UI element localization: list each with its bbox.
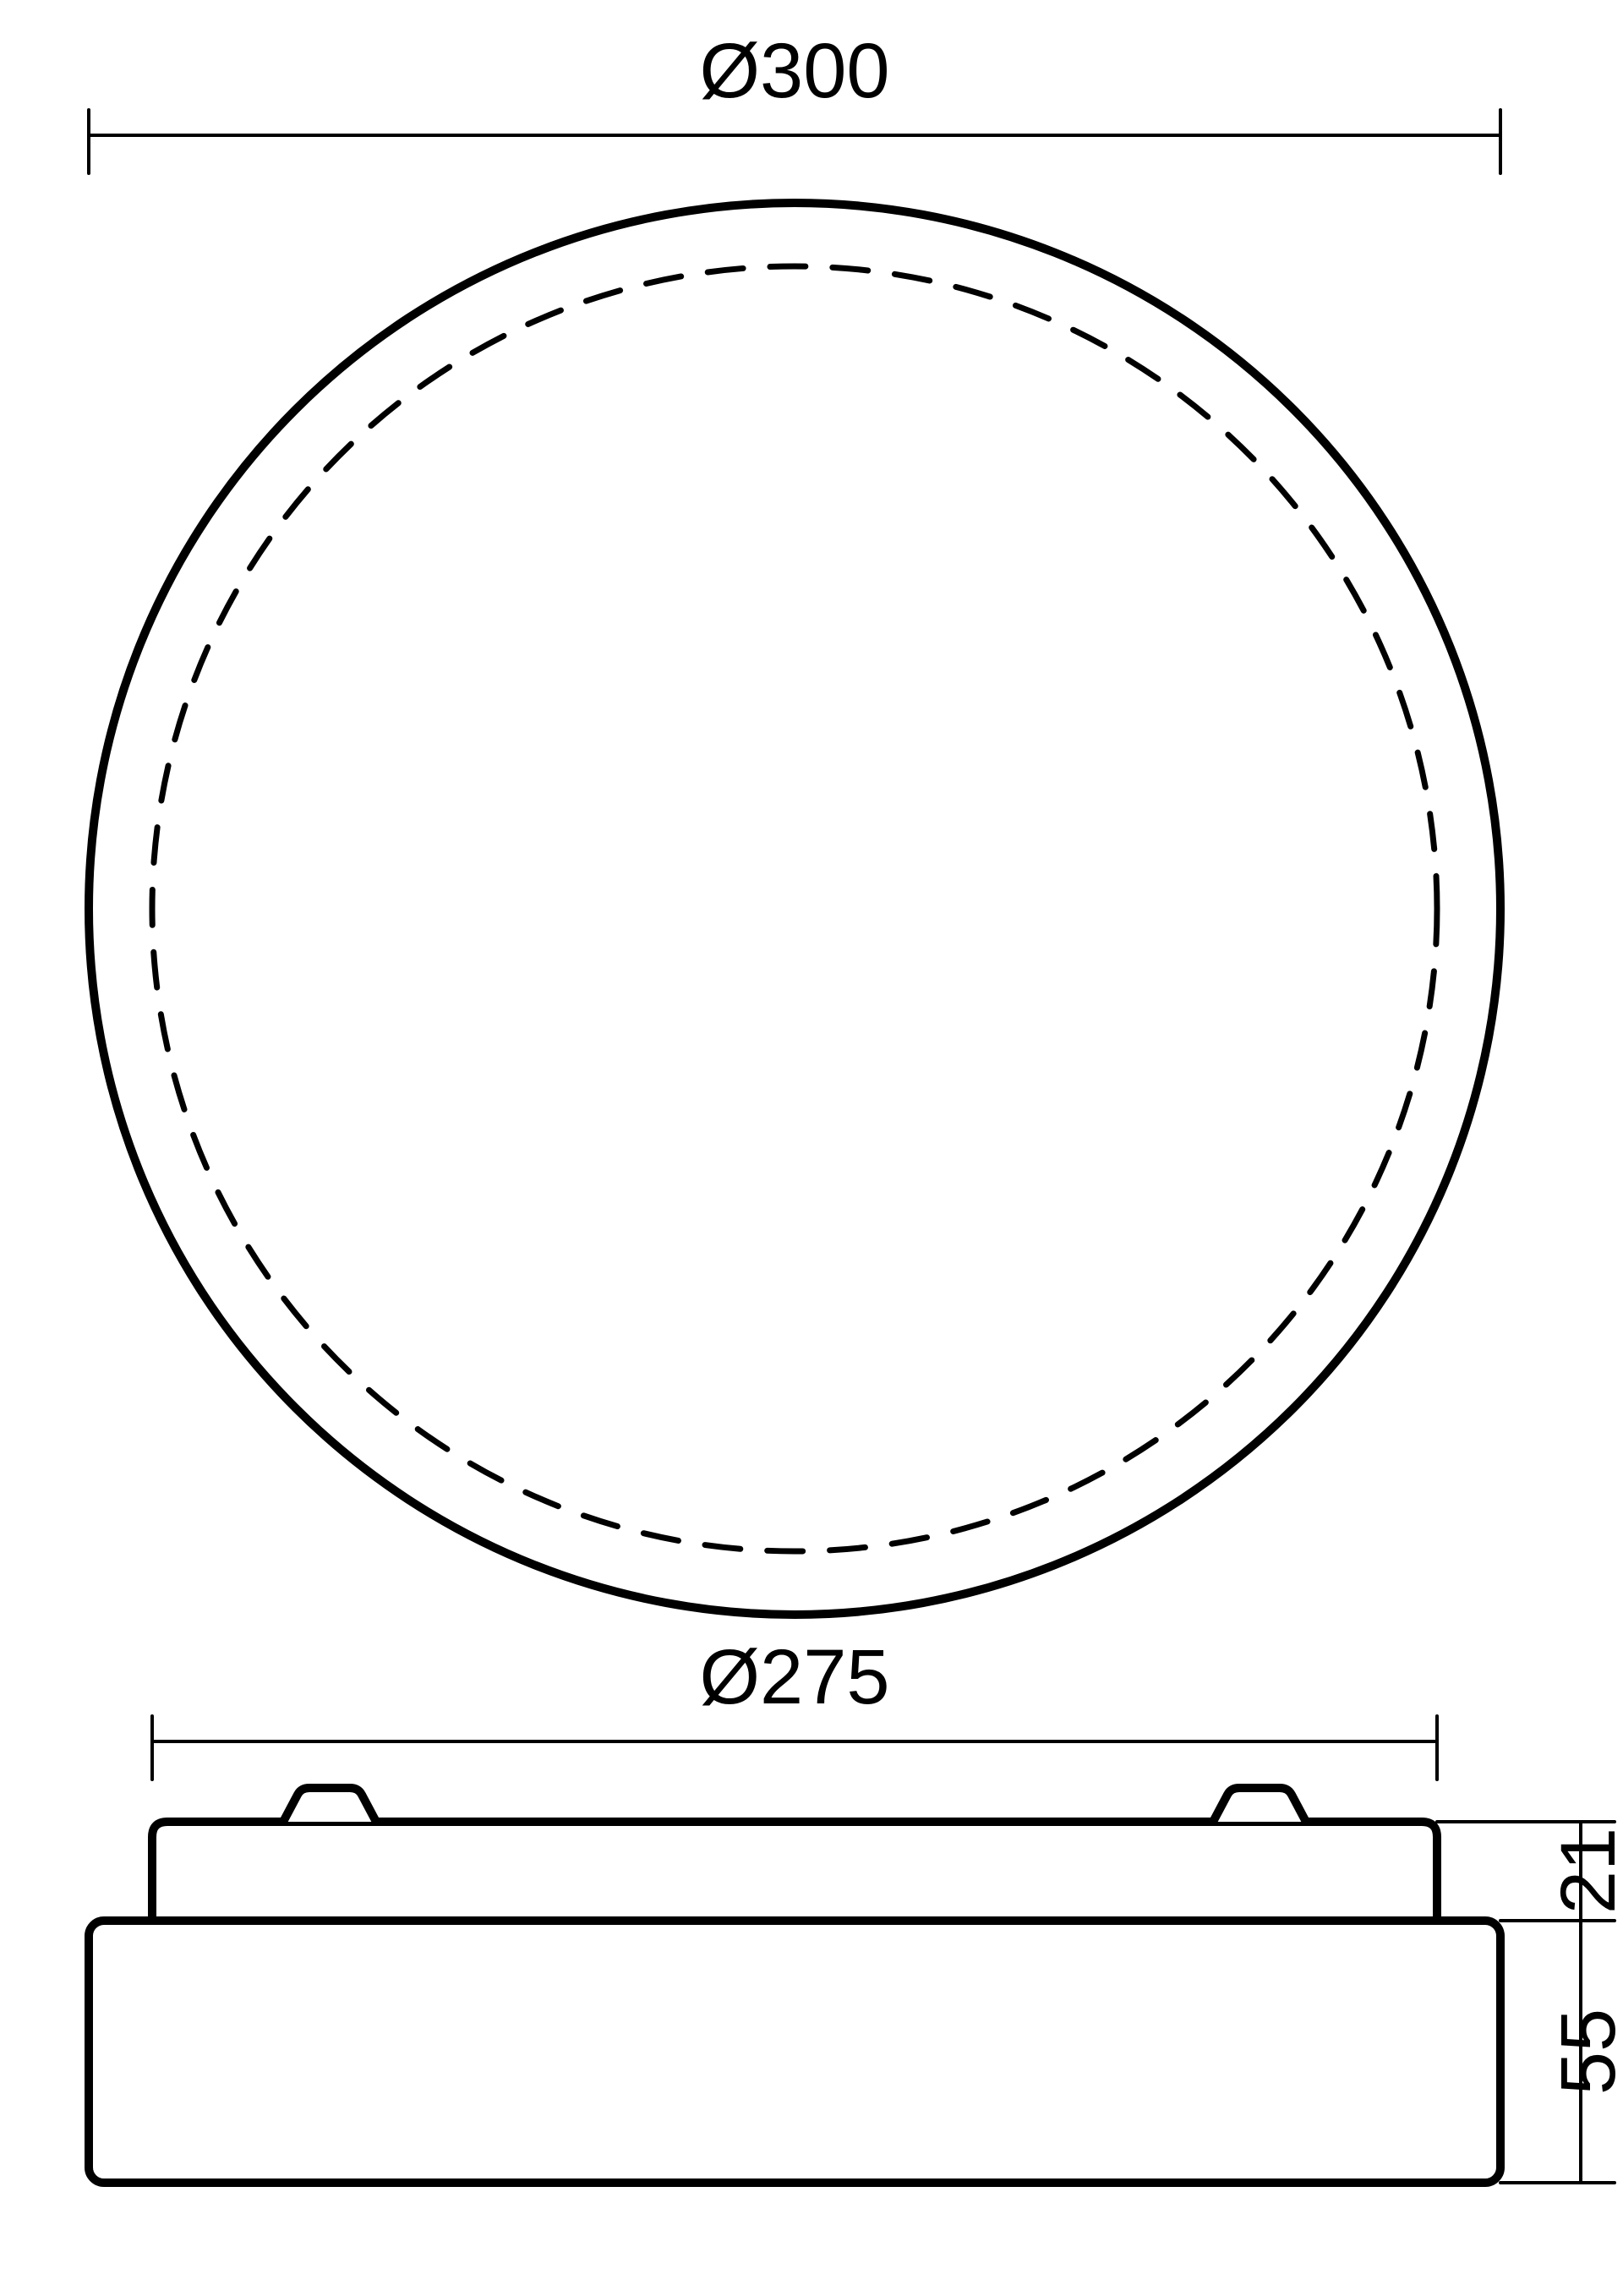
technical-drawing: Ø300 Ø275 21 55 — [0, 0, 1623, 2296]
dim-275-label: Ø275 — [699, 1634, 889, 1720]
dim-21-label: 21 — [1545, 1828, 1623, 1914]
dim-300-label: Ø300 — [699, 28, 889, 114]
side-view-plate — [152, 1822, 1437, 1921]
dim-55-label: 55 — [1545, 2009, 1623, 2095]
top-view-outer-circle — [89, 203, 1500, 1615]
top-view-inner-circle — [152, 266, 1437, 1551]
side-view-base — [89, 1921, 1500, 2183]
